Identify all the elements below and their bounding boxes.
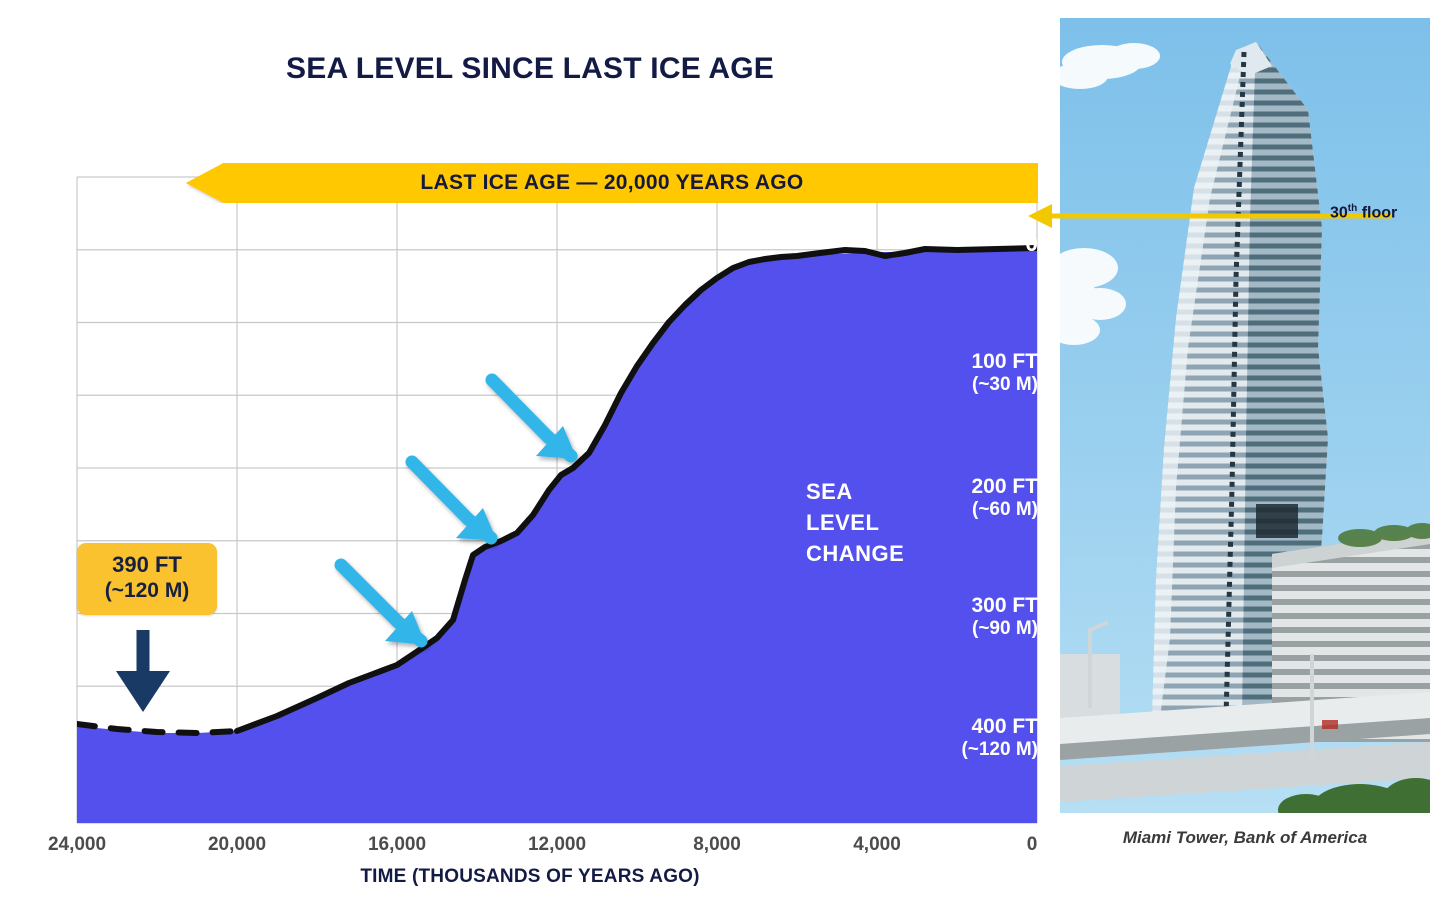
miami-tower-photo (1060, 18, 1430, 813)
tower-crown (1230, 42, 1272, 76)
sea-level-change-line2: LEVEL (806, 510, 880, 536)
last-ice-age-banner-label: LAST ICE AGE — 20,000 YEARS AGO (420, 171, 804, 194)
sea-level-chart: SEA LEVEL SINCE LAST ICE AGE (47, 52, 1038, 887)
thirtieth-floor-label: 30th floor (1330, 203, 1397, 222)
tower-highlight (1152, 50, 1246, 718)
blue-arrow-1 (334, 558, 428, 648)
x-tick-12000: 12,000 (527, 834, 587, 855)
clouds (1060, 43, 1160, 345)
level-label-400ft-feet: 400 FT (971, 715, 1038, 738)
thirtieth-floor-rest: floor (1357, 204, 1398, 222)
sea-level-curve (234, 245, 1037, 734)
rooftop-greenery (1338, 523, 1430, 547)
x-tick-24000: 24,000 (47, 834, 107, 855)
blue-annotation-arrows (334, 373, 578, 648)
sea-level-change-line1: SEA (806, 479, 853, 504)
street-lamps (1088, 620, 1314, 762)
blue-arrow-2 (405, 455, 498, 545)
last-ice-age-banner (186, 163, 1038, 203)
callout-390ft-feet: 390 FT (112, 552, 182, 577)
level-label-200ft-meters: (~60 M) (972, 498, 1038, 520)
x-axis-title: TIME (THOUSANDS OF YEARS AGO) (360, 866, 700, 887)
photo-caption: Miami Tower, Bank of America (1122, 828, 1368, 847)
vehicle (1322, 720, 1338, 729)
level-label-200ft: 200 FT (~60 M) (971, 475, 1038, 520)
x-tick-16000: 16,000 (367, 834, 427, 855)
thirtieth-floor-pointer (1028, 204, 1392, 228)
foreground-vegetation (1278, 778, 1430, 813)
level-label-100ft: 100 FT (~30 M) (971, 350, 1038, 395)
tower-louvre-patch (1256, 504, 1298, 538)
x-tick-0: 0 (1026, 834, 1038, 855)
photo-content (1060, 18, 1430, 813)
sea-level-area (77, 249, 1037, 823)
level-label-300ft-feet: 300 FT (971, 594, 1038, 617)
chart-plot (76, 176, 1038, 824)
level-label-400ft: 400 FT (~120 M) (961, 715, 1038, 760)
level-label-400ft-meters: (~120 M) (961, 738, 1038, 760)
thirtieth-floor-suffix: th (1347, 203, 1358, 214)
callout-390ft-meters: (~120 M) (104, 579, 190, 603)
x-tick-8000: 8,000 (693, 834, 741, 855)
level-label-100ft-meters: (~30 M) (972, 373, 1038, 395)
page-title: SEA LEVEL SINCE LAST ICE AGE (286, 52, 774, 85)
callout-down-arrow (116, 630, 170, 712)
level-label-100ft-feet: 100 FT (971, 350, 1038, 373)
highway-deck (1060, 692, 1430, 744)
blue-arrow-3 (485, 373, 578, 463)
sea-level-change-line3: CHANGE (806, 541, 905, 567)
level-label-0: 0 (1025, 230, 1038, 256)
level-label-200ft-feet: 200 FT (971, 475, 1038, 498)
x-tick-20000: 20,000 (207, 834, 267, 855)
sea-level-change-label: SEA LEVEL CHANGE (806, 476, 904, 570)
level-label-300ft-meters: (~90 M) (972, 617, 1038, 639)
x-tick-4000: 4,000 (853, 834, 901, 855)
sea-level-curve-dashed-segment (77, 721, 240, 736)
highway-lower-deck (1060, 742, 1430, 802)
tower-spine (1223, 51, 1247, 719)
callout-390ft: 390 FT (~120 M) (77, 543, 217, 615)
level-label-300ft: 300 FT (~90 M) (971, 594, 1038, 639)
thirtieth-floor-number: 30 (1330, 204, 1348, 222)
